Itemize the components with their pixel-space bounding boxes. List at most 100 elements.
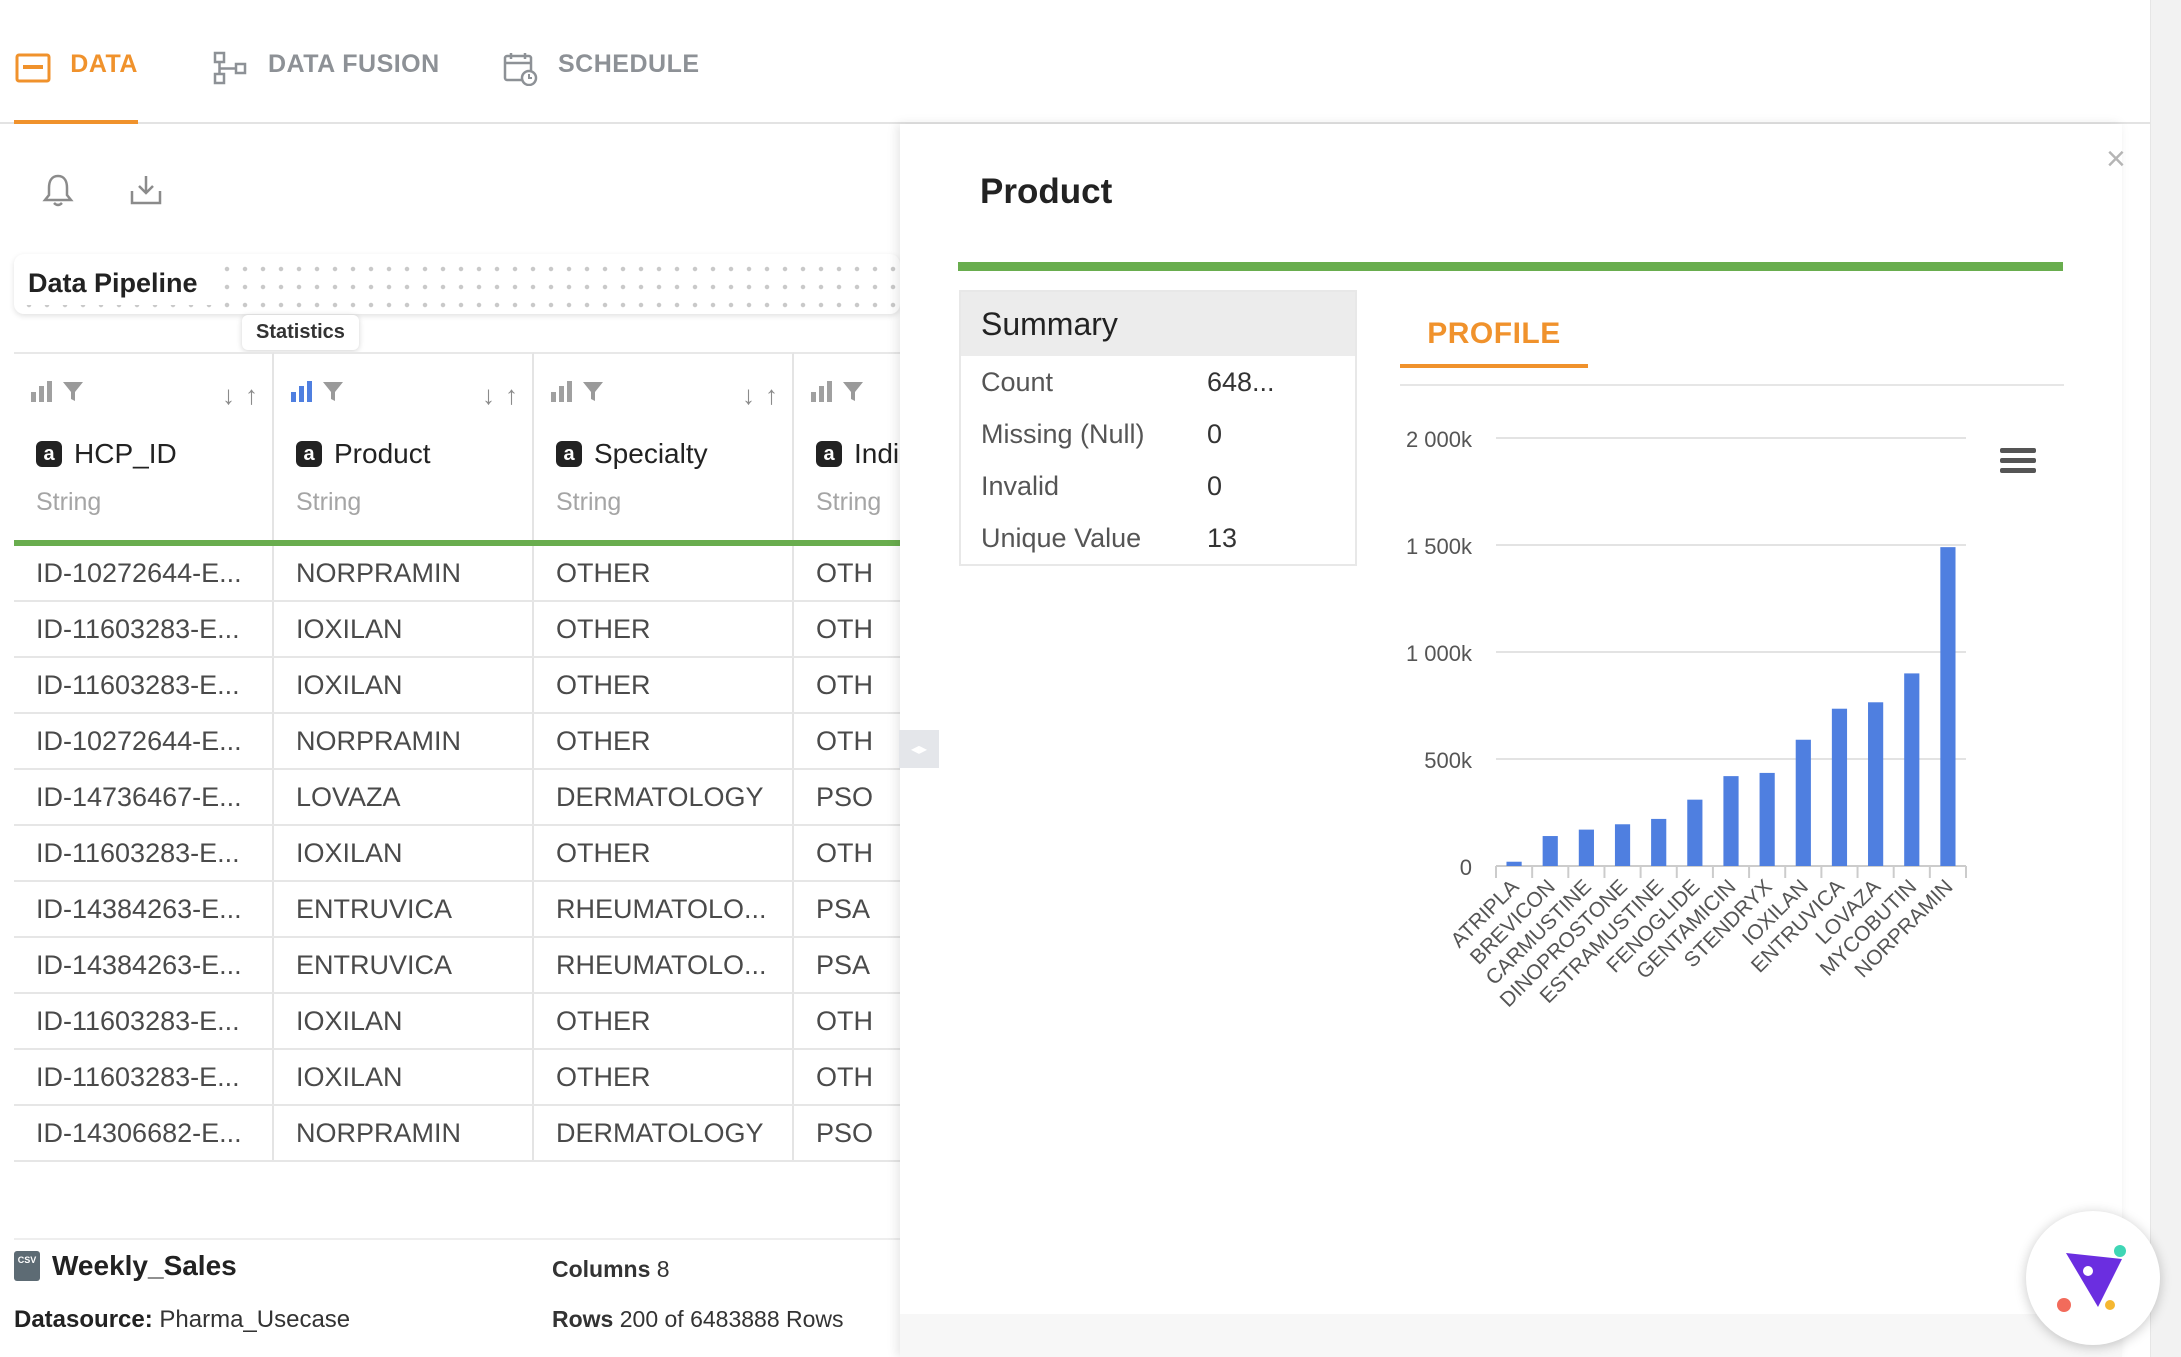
- summary-value: 0: [1207, 418, 1223, 449]
- filter-icon[interactable]: [582, 380, 604, 402]
- stats-icon[interactable]: [550, 380, 574, 402]
- table-cell[interactable]: OTHER: [534, 826, 794, 880]
- table-cell[interactable]: ID-10272644-E...: [14, 714, 274, 768]
- sort-desc-icon[interactable]: ↓: [482, 380, 495, 410]
- table-cell[interactable]: PSA: [794, 882, 900, 936]
- table-cell[interactable]: ID-11603283-E...: [14, 1050, 274, 1104]
- table-cell[interactable]: RHEUMATOLO...: [534, 938, 794, 992]
- grid-scroll-track[interactable]: [14, 1238, 900, 1240]
- hamburger-menu-icon[interactable]: [2000, 448, 2036, 473]
- stats-icon[interactable]: [290, 380, 314, 402]
- table-cell[interactable]: OTHER: [534, 1050, 794, 1104]
- panel-quality-bar: [958, 262, 2063, 271]
- tab-data-fusion[interactable]: DATA FUSION: [210, 50, 440, 124]
- table-row[interactable]: ID-11603283-E... IOXILAN OTHER OTH: [14, 658, 900, 714]
- table-row[interactable]: ID-11603283-E... IOXILAN OTHER OTH: [14, 826, 900, 882]
- tab-data[interactable]: DATA: [14, 50, 138, 124]
- column-header[interactable]: ↓ ↑ a Specialty String: [534, 352, 794, 544]
- download-icon[interactable]: [128, 172, 164, 208]
- datasource-label: Datasource:: [14, 1306, 153, 1333]
- table-cell[interactable]: NORPRAMIN: [274, 546, 534, 600]
- dataset-name: Weekly_Sales: [52, 1250, 237, 1281]
- table-cell[interactable]: IOXILAN: [274, 994, 534, 1048]
- csv-file-icon: CSV: [14, 1251, 40, 1281]
- table-cell[interactable]: ENTRUVICA: [274, 882, 534, 936]
- data-pipeline-canvas[interactable]: Data Pipeline: [14, 254, 900, 314]
- sort-asc-icon[interactable]: ↑: [765, 380, 778, 410]
- column-tools: [30, 380, 84, 402]
- filter-icon[interactable]: [62, 380, 84, 402]
- table-cell[interactable]: OTHER: [534, 714, 794, 768]
- column-header[interactable]: a Indi String: [794, 352, 900, 544]
- table-cell[interactable]: OTH: [794, 994, 900, 1048]
- table-row[interactable]: ID-10272644-E... NORPRAMIN OTHER OTH: [14, 714, 900, 770]
- table-cell[interactable]: NORPRAMIN: [274, 1106, 534, 1160]
- table-cell[interactable]: DERMATOLOGY: [534, 770, 794, 824]
- table-cell[interactable]: ID-14736467-E...: [14, 770, 274, 824]
- window-scrollbar[interactable]: [2150, 0, 2181, 1357]
- table-row[interactable]: ID-14384263-E... ENTRUVICA RHEUMATOLO... PS…: [14, 882, 900, 938]
- table-cell[interactable]: OTHER: [534, 546, 794, 600]
- table-cell[interactable]: DERMATOLOGY: [534, 1106, 794, 1160]
- table-cell[interactable]: ENTRUVICA: [274, 938, 534, 992]
- bell-icon[interactable]: [40, 172, 76, 208]
- table-cell[interactable]: IOXILAN: [274, 826, 534, 880]
- column-header[interactable]: ↓ ↑ a Product String: [274, 352, 534, 544]
- table-cell[interactable]: LOVAZA: [274, 770, 534, 824]
- table-cell[interactable]: IOXILAN: [274, 658, 534, 712]
- main-tabs: DATA DATA FUSION SCHEDULE: [0, 0, 2150, 124]
- table-cell[interactable]: ID-14384263-E...: [14, 882, 274, 936]
- table-cell[interactable]: ID-11603283-E...: [14, 602, 274, 656]
- bar: [1868, 702, 1884, 866]
- table-cell[interactable]: RHEUMATOLO...: [534, 882, 794, 936]
- stats-icon[interactable]: [30, 380, 54, 402]
- bar: [1614, 824, 1631, 866]
- table-cell[interactable]: PSO: [794, 1106, 900, 1160]
- table-cell[interactable]: OTH: [794, 714, 900, 768]
- table-cell[interactable]: IOXILAN: [274, 602, 534, 656]
- table-cell[interactable]: ID-11603283-E...: [14, 658, 274, 712]
- sort-asc-icon[interactable]: ↑: [245, 380, 258, 410]
- filter-icon[interactable]: [842, 380, 864, 402]
- table-row[interactable]: ID-11603283-E... IOXILAN OTHER OTH: [14, 602, 900, 658]
- sort-asc-icon[interactable]: ↑: [505, 380, 518, 410]
- table-row[interactable]: ID-14736467-E... LOVAZA DERMATOLOGY PSO: [14, 770, 900, 826]
- filter-icon[interactable]: [322, 380, 344, 402]
- table-cell[interactable]: OTH: [794, 546, 900, 600]
- column-name: a HCP_ID: [36, 438, 177, 470]
- table-cell[interactable]: OTHER: [534, 994, 794, 1048]
- table-cell[interactable]: OTH: [794, 658, 900, 712]
- table-row[interactable]: ID-14306682-E... NORPRAMIN DERMATOLOGY PSO: [14, 1106, 900, 1162]
- stats-icon[interactable]: [810, 380, 834, 402]
- table-row[interactable]: ID-11603283-E... IOXILAN OTHER OTH: [14, 994, 900, 1050]
- sort-desc-icon[interactable]: ↓: [742, 380, 755, 410]
- rows-value: 200: [619, 1306, 659, 1332]
- table-cell[interactable]: OTH: [794, 1050, 900, 1104]
- table-cell[interactable]: ID-14306682-E...: [14, 1106, 274, 1160]
- close-panel-button[interactable]: ×: [2106, 140, 2126, 178]
- assistant-button[interactable]: [2026, 1211, 2160, 1345]
- columns-value: 8: [656, 1256, 670, 1282]
- table-cell[interactable]: ID-11603283-E...: [14, 994, 274, 1048]
- table-cell[interactable]: OTH: [794, 826, 900, 880]
- table-cell[interactable]: NORPRAMIN: [274, 714, 534, 768]
- table-cell[interactable]: PSA: [794, 938, 900, 992]
- table-cell[interactable]: PSO: [794, 770, 900, 824]
- table-cell[interactable]: OTH: [794, 602, 900, 656]
- tab-schedule[interactable]: SCHEDULE: [500, 50, 700, 124]
- table-cell[interactable]: ID-11603283-E...: [14, 826, 274, 880]
- table-row[interactable]: ID-10272644-E... NORPRAMIN OTHER OTH: [14, 546, 900, 602]
- sort-desc-icon[interactable]: ↓: [222, 380, 235, 410]
- column-header[interactable]: ↓ ↑ a HCP_ID String: [14, 352, 274, 544]
- summary-heading: Summary: [961, 292, 1355, 356]
- table-cell[interactable]: ID-14384263-E...: [14, 938, 274, 992]
- panel-resize-handle[interactable]: ◂▸: [899, 730, 939, 768]
- table-row[interactable]: ID-11603283-E... IOXILAN OTHER OTH: [14, 1050, 900, 1106]
- table-cell[interactable]: OTHER: [534, 602, 794, 656]
- table-row[interactable]: ID-14384263-E... ENTRUVICA RHEUMATOLO... PS…: [14, 938, 900, 994]
- table-cell[interactable]: ID-10272644-E...: [14, 546, 274, 600]
- table-cell[interactable]: IOXILAN: [274, 1050, 534, 1104]
- rows-count: Rows 200 of 6483888 Rows: [552, 1306, 844, 1333]
- tab-profile[interactable]: PROFILE: [1400, 304, 1588, 368]
- table-cell[interactable]: OTHER: [534, 658, 794, 712]
